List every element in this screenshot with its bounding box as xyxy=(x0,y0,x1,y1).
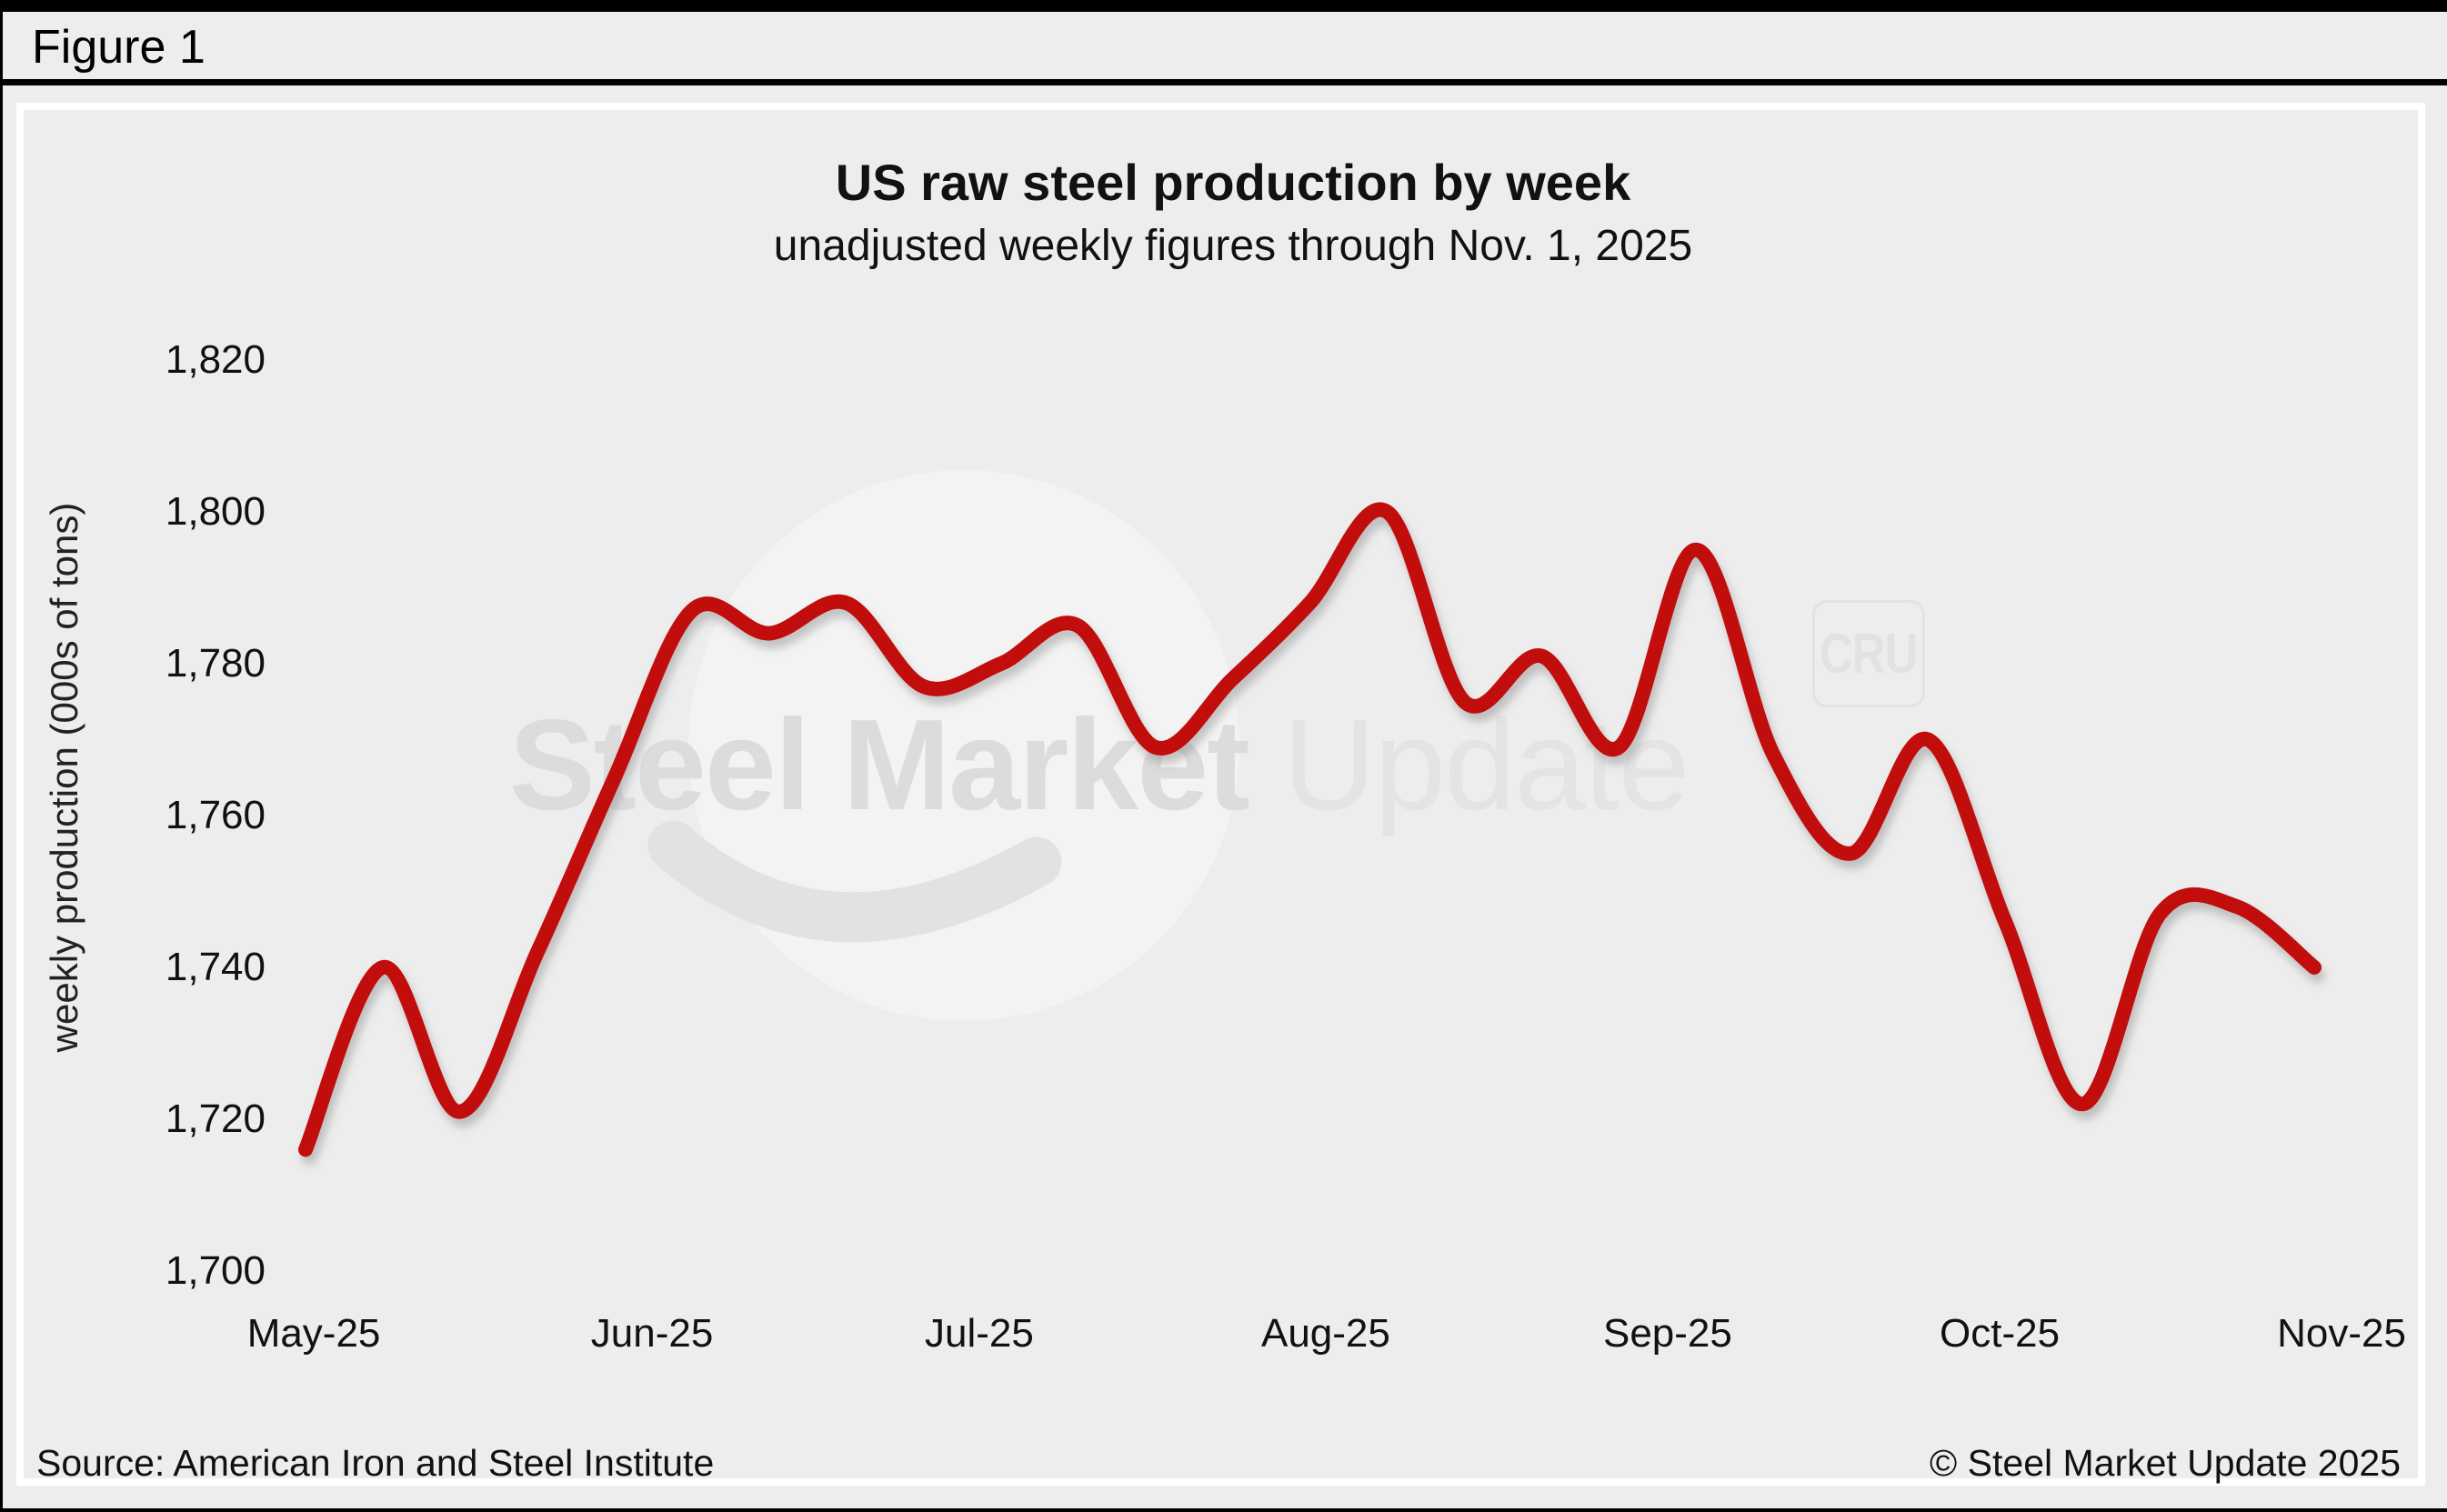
chart-title: US raw steel production by week xyxy=(835,154,1631,211)
chart-subtitle: unadjusted weekly figures through Nov. 1… xyxy=(773,222,1693,270)
watermark-text: Steel Market Update xyxy=(509,693,1690,838)
x-tick-label: Jul-25 xyxy=(924,1311,1034,1356)
watermark-text-light: Update xyxy=(1282,693,1690,837)
x-tick-label: May-25 xyxy=(246,1311,381,1356)
x-tick-label: Nov-25 xyxy=(2277,1311,2406,1356)
window-left-edge xyxy=(0,0,3,1512)
y-tick-label: 1,800 xyxy=(165,489,266,534)
footer-source: Source: American Iron and Steel Institut… xyxy=(36,1442,715,1484)
header-rule xyxy=(0,79,2447,85)
x-tick-label: Oct-25 xyxy=(1940,1311,2061,1356)
figure-label: Figure 1 xyxy=(32,21,206,74)
footer-copyright: © Steel Market Update 2025 xyxy=(1930,1442,2401,1484)
window-top-bar xyxy=(0,0,2447,12)
cru-logo: CRU xyxy=(1812,600,1925,707)
y-tick-label: 1,720 xyxy=(165,1096,266,1141)
window-bottom-edge xyxy=(0,1508,2447,1512)
y-tick-label: 1,760 xyxy=(165,793,266,837)
y-tick-label: 1,700 xyxy=(165,1248,266,1293)
x-tick-label: Jun-25 xyxy=(590,1311,714,1356)
chart-panel xyxy=(16,103,2425,1486)
y-tick-label: 1,780 xyxy=(165,641,266,686)
x-tick-label: Sep-25 xyxy=(1602,1311,1732,1356)
x-tick-label: Aug-25 xyxy=(1260,1311,1390,1356)
watermark-text-bold: Steel Market xyxy=(509,693,1250,837)
cru-logo-text: CRU xyxy=(1820,622,1919,686)
y-tick-label: 1,740 xyxy=(165,945,266,989)
y-tick-label: 1,820 xyxy=(165,337,266,382)
